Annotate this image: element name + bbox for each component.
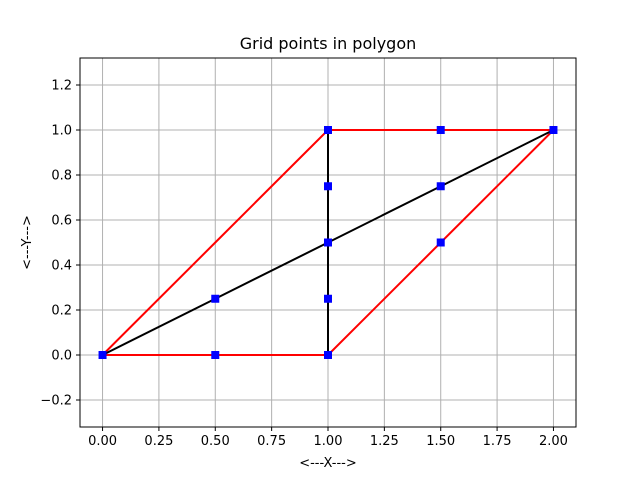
y-tick-label: −0.2	[40, 394, 72, 409]
x-tick-label: 0.25	[144, 434, 173, 449]
x-tick-label: 0.50	[201, 434, 230, 449]
x-tick-label: 1.50	[426, 434, 455, 449]
grid-point	[324, 182, 332, 191]
x-axis-ticks: 0.00 0.25 0.50 0.75 1.00 1.25 1.50 1.75 2.00	[88, 427, 568, 449]
x-tick-label: 0.75	[257, 434, 286, 449]
chart-title: Grid points in polygon	[240, 34, 417, 53]
grid-point	[98, 351, 107, 359]
y-tick-label: 0.8	[51, 169, 72, 184]
y-tick-label: 0.4	[51, 259, 72, 274]
x-tick-label: 1.75	[483, 434, 512, 449]
y-tick-label: 1.2	[51, 79, 72, 94]
y-tick-label: 0.6	[51, 214, 72, 229]
grid-point	[324, 238, 332, 247]
grid-point	[324, 126, 332, 134]
x-tick-label: 1.25	[370, 434, 399, 449]
grid-point	[324, 294, 332, 303]
grid-point	[211, 351, 220, 359]
grid-point	[436, 126, 445, 134]
y-axis-label: <---Y--->	[20, 215, 35, 270]
y-tick-label: 0.2	[51, 304, 72, 319]
grid-point	[324, 351, 332, 359]
grid-point	[211, 294, 220, 303]
grid-point	[436, 182, 445, 191]
y-tick-label: 1.0	[51, 124, 72, 139]
y-tick-label: 0.0	[51, 349, 72, 364]
grid-points	[98, 126, 558, 359]
grid-point	[549, 126, 558, 134]
x-tick-label: 1.00	[314, 434, 343, 449]
x-tick-label: 0.00	[88, 434, 117, 449]
grid-point	[436, 238, 445, 247]
x-tick-label: 2.00	[539, 434, 568, 449]
x-axis-label: <---X--->	[299, 456, 357, 471]
y-axis-ticks: −0.2 0.0 0.2 0.4 0.6 0.8 1.0 1.2	[40, 79, 80, 409]
